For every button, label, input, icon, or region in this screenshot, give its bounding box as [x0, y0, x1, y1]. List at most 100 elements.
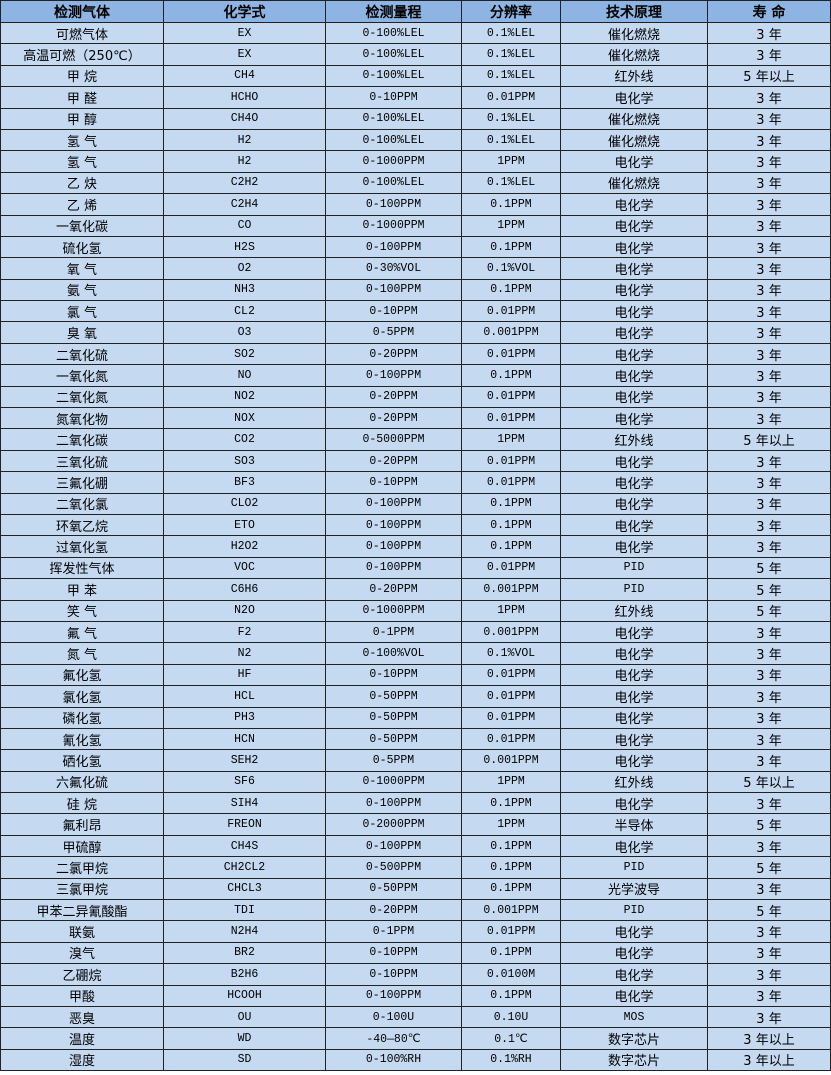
cell-lifespan: 3 年	[707, 492, 831, 515]
cell-formula: H2	[163, 128, 326, 152]
cell-lifespan: 3 年	[707, 663, 831, 687]
cell-principle: 电化学	[560, 727, 708, 751]
cell-range: 0-100PPM	[325, 792, 462, 815]
cell-resolution: 0.001PPM	[461, 578, 561, 601]
table-row: 甲 醇 CH4O 0-100%LEL 0.1%LEL 催化燃烧 3 年	[0, 107, 831, 130]
cell-resolution: 0.001PPM	[461, 620, 561, 644]
cell-formula: NOX	[163, 407, 326, 430]
cell-formula: SF6	[163, 770, 326, 794]
cell-formula: SD	[163, 1048, 326, 1072]
cell-resolution: 1PPM	[461, 150, 561, 173]
cell-resolution: 0.01PPM	[461, 920, 561, 943]
cell-gas: 挥发性气体	[0, 556, 164, 580]
cell-formula: BR2	[163, 941, 326, 965]
cell-lifespan: 3 年	[707, 235, 831, 259]
header-principle: 技术原理	[560, 0, 708, 23]
cell-principle: 催化燃烧	[560, 21, 708, 45]
cell-formula: CH4O	[163, 107, 326, 130]
cell-gas: 甲苯二异氰酸酯	[0, 899, 164, 922]
cell-range: 0-100%LEL	[325, 107, 462, 130]
header-row: 检测气体 化学式 检测量程 分辨率 技术原理 寿 命	[0, 0, 831, 23]
cell-range: 0-5PPM	[325, 749, 462, 772]
cell-range: 0-5PPM	[325, 321, 462, 344]
cell-range: 0-100%LEL	[325, 21, 462, 45]
cell-range: 0-100%LEL	[325, 43, 462, 66]
table-row: 硫化氢 H2S 0-100PPM 0.1PPM 电化学 3 年	[0, 235, 831, 259]
cell-lifespan: 3 年	[707, 86, 831, 109]
cell-lifespan: 3 年	[707, 321, 831, 344]
table-row: 氟 气 F2 0-1PPM 0.001PPM 电化学 3 年	[0, 620, 831, 644]
table-row: 三氯甲烷 CHCL3 0-50PPM 0.1PPM 光学波导 3 年	[0, 877, 831, 901]
cell-gas: 二氧化氯	[0, 492, 164, 515]
cell-resolution: 0.01PPM	[461, 407, 561, 430]
cell-gas: 氢 气	[0, 150, 164, 173]
cell-lifespan: 3 年	[707, 43, 831, 66]
cell-principle: 电化学	[560, 920, 708, 943]
cell-principle: 电化学	[560, 642, 708, 665]
cell-lifespan: 3 年	[707, 620, 831, 644]
cell-range: 0-100PPM	[325, 235, 462, 259]
cell-resolution: 0.1%LEL	[461, 21, 561, 45]
cell-gas: 乙 烯	[0, 193, 164, 216]
cell-range: 0-100%VOL	[325, 642, 462, 665]
cell-resolution: 0.01PPM	[461, 342, 561, 366]
table-row: 一氧化氮 NO 0-100PPM 0.1PPM 电化学 3 年	[0, 364, 831, 387]
cell-lifespan: 3 年	[707, 685, 831, 708]
cell-lifespan: 3 年	[707, 193, 831, 216]
cell-gas: 氟利昂	[0, 813, 164, 836]
cell-range: 0-100%LEL	[325, 128, 462, 152]
cell-formula: HCHO	[163, 86, 326, 109]
cell-principle: PID	[560, 899, 708, 922]
cell-range: 0-20PPM	[325, 342, 462, 366]
table-row: 氢 气 H2 0-1000PPM 1PPM 电化学 3 年	[0, 150, 831, 173]
cell-lifespan: 3 年	[707, 535, 831, 558]
cell-lifespan: 5 年以上	[707, 64, 831, 88]
cell-range: 0-100PPM	[325, 513, 462, 537]
cell-resolution: 0.01PPM	[461, 449, 561, 473]
table-row: 笑 气 N2O 0-1000PPM 1PPM 红外线 5 年	[0, 599, 831, 622]
cell-lifespan: 3 年	[707, 300, 831, 323]
cell-lifespan: 3 年	[707, 214, 831, 237]
cell-range: 0-100PPM	[325, 364, 462, 387]
cell-range: 0-20PPM	[325, 899, 462, 922]
cell-gas: 氮 气	[0, 642, 164, 665]
cell-gas: 氟化氢	[0, 663, 164, 687]
cell-principle: 电化学	[560, 963, 708, 986]
cell-principle: 电化学	[560, 984, 708, 1007]
cell-principle: 电化学	[560, 257, 708, 280]
cell-range: 0-1PPM	[325, 920, 462, 943]
cell-principle: 电化学	[560, 193, 708, 216]
cell-range: 0-100PPM	[325, 193, 462, 216]
cell-range: 0-30%VOL	[325, 257, 462, 280]
cell-gas: 甲硫醇	[0, 834, 164, 858]
cell-gas: 氯化氢	[0, 685, 164, 708]
cell-gas: 甲 醇	[0, 107, 164, 130]
cell-lifespan: 3 年	[707, 107, 831, 130]
cell-gas: 温度	[0, 1027, 164, 1050]
cell-gas: 三氧化硫	[0, 449, 164, 473]
table-row: 氧 气 O2 0-30%VOL 0.1%VOL 电化学 3 年	[0, 257, 831, 280]
cell-resolution: 0.01PPM	[461, 86, 561, 109]
cell-lifespan: 5 年以上	[707, 428, 831, 451]
cell-gas: 甲 醛	[0, 86, 164, 109]
header-lifespan: 寿 命	[707, 0, 831, 23]
cell-gas: 氧 气	[0, 257, 164, 280]
cell-range: 0-100PPM	[325, 535, 462, 558]
cell-range: 0-50PPM	[325, 727, 462, 751]
cell-formula: O2	[163, 257, 326, 280]
cell-gas: 硒化氢	[0, 749, 164, 772]
table-row: 氟化氢 HF 0-10PPM 0.01PPM 电化学 3 年	[0, 663, 831, 687]
cell-principle: 电化学	[560, 364, 708, 387]
cell-range: 0-10PPM	[325, 86, 462, 109]
cell-gas: 联氨	[0, 920, 164, 943]
cell-principle: 电化学	[560, 663, 708, 687]
cell-gas: 二氧化碳	[0, 428, 164, 451]
cell-gas: 六氟化硫	[0, 770, 164, 794]
cell-lifespan: 3 年	[707, 984, 831, 1007]
cell-lifespan: 5 年	[707, 856, 831, 879]
cell-formula: CH4	[163, 64, 326, 88]
cell-resolution: 0.001PPM	[461, 321, 561, 344]
cell-principle: PID	[560, 856, 708, 879]
cell-lifespan: 3 年	[707, 941, 831, 965]
